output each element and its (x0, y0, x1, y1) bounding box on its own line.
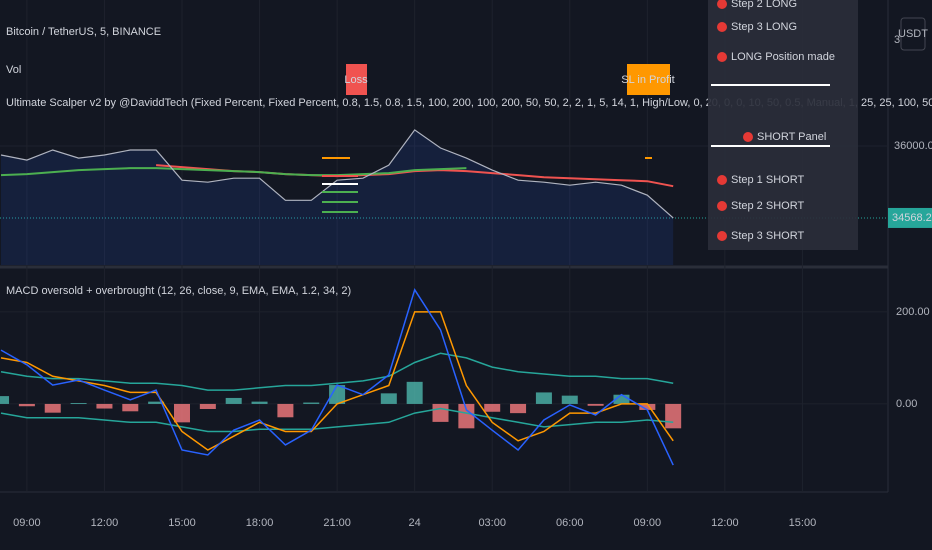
series-line (0, 311, 674, 451)
histogram-bar (251, 401, 268, 404)
series-line (0, 407, 674, 433)
histogram-bar (665, 403, 682, 429)
y-tick-label-partial: 3 (894, 34, 900, 46)
panel-item: Step 2 SHORT (731, 200, 804, 212)
histogram-bar (458, 403, 475, 429)
panel-item: Step 1 SHORT (731, 174, 804, 186)
status-dot (717, 201, 727, 211)
histogram-bar (303, 402, 320, 404)
histogram-bar (639, 403, 656, 410)
macd-title: MACD oversold + overbrought (12, 26, clo… (6, 285, 351, 297)
histogram-bar (510, 403, 527, 414)
volume-label: Vol (6, 64, 21, 76)
histogram-bar (122, 403, 139, 412)
histogram-bar (587, 403, 604, 406)
panel-item: Step 2 LONG (731, 0, 797, 10)
x-tick-label: 03:00 (478, 517, 506, 529)
y-tick-label: 200.00 (896, 306, 930, 318)
trade-levels (322, 157, 652, 213)
x-tick-label: 09:00 (13, 517, 41, 529)
panel-item: Step 3 LONG (731, 21, 797, 33)
status-dot (717, 52, 727, 62)
histogram-bar (535, 392, 552, 404)
indicator-label: Ultimate Scalper v2 by @DaviddTech (Fixe… (6, 97, 932, 109)
histogram-bar (70, 403, 87, 404)
info-panel (708, 0, 858, 250)
last-price-box (888, 207, 932, 228)
histogram-bar (561, 395, 578, 404)
loss-marker (346, 64, 367, 95)
status-dot (717, 0, 727, 9)
y-tick-label: 0.00 (896, 398, 917, 410)
symbol-title: Bitcoin / TetherUS, 5, BINANCE (6, 26, 161, 38)
x-tick-label: 24 (409, 517, 421, 529)
histogram-bar (225, 397, 242, 404)
panel-item: LONG Position made (731, 51, 835, 63)
histogram-bar (148, 401, 165, 404)
x-tick-label: 15:00 (168, 517, 196, 529)
status-dot (717, 175, 727, 185)
status-dot (717, 22, 727, 32)
x-tick-label: 12:00 (711, 517, 739, 529)
histogram-bar (432, 403, 449, 422)
profit-label: SL in Profit (621, 74, 674, 86)
histogram-bar (484, 403, 501, 412)
profit-marker (627, 64, 670, 95)
y-tick-label: 36000.00 (894, 140, 932, 152)
histogram-bar (199, 403, 216, 409)
panel-item: Step 3 SHORT (731, 230, 804, 242)
histogram-bar (18, 403, 35, 407)
x-tick-label: 09:00 (634, 517, 662, 529)
x-tick-label: 15:00 (789, 517, 817, 529)
x-tick-label: 06:00 (556, 517, 584, 529)
series-line (0, 167, 467, 177)
loss-label: Loss (344, 74, 368, 86)
x-tick-label: 18:00 (246, 517, 274, 529)
panel-item: SHORT Panel (757, 131, 826, 143)
histogram-bar (613, 394, 630, 404)
histogram-bar (329, 385, 346, 404)
series-line (0, 129, 674, 219)
currency-button[interactable] (900, 17, 926, 51)
series-line (0, 352, 674, 391)
histogram-bar (44, 403, 61, 413)
x-tick-label: 21:00 (323, 517, 351, 529)
price-area (1, 129, 674, 265)
currency-label[interactable]: USDT (898, 28, 928, 40)
series-line (0, 288, 674, 466)
histogram-bar (380, 393, 397, 404)
x-tick-label: 12:00 (91, 517, 119, 529)
status-dot (743, 132, 753, 142)
status-dot (717, 231, 727, 241)
histogram-bar (0, 396, 10, 404)
last-price-label: 34568.26 (892, 212, 932, 224)
histogram-bar (277, 403, 294, 418)
histogram-bar (96, 403, 113, 409)
histogram-bar (173, 403, 190, 423)
histogram-bar (406, 381, 423, 404)
